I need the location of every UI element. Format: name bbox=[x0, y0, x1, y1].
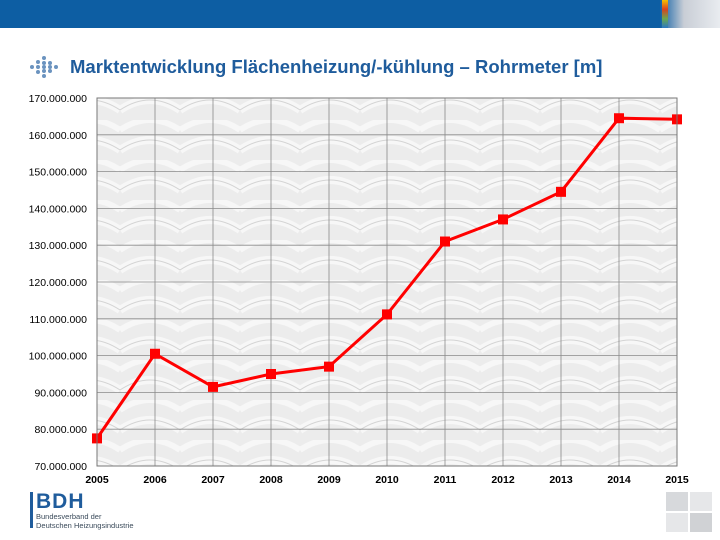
y-axis-ticks: 70.000.000 80.000.000 90.000.000 100.000.00… bbox=[29, 93, 88, 473]
logo-name: BDH bbox=[36, 490, 85, 513]
y-tick-label: 110.000.000 bbox=[29, 314, 87, 326]
data-point-marker bbox=[266, 369, 276, 379]
y-tick-label: 140.000.000 bbox=[29, 203, 88, 215]
x-tick-label: 2014 bbox=[607, 474, 631, 486]
y-tick-label: 130.000.000 bbox=[29, 240, 88, 252]
x-tick-label: 2006 bbox=[143, 474, 167, 486]
logo-subtitle-line1: Bundesverband der bbox=[36, 512, 102, 521]
title-row: Marktentwicklung Flächenheizung/-kühlung… bbox=[28, 52, 602, 82]
y-tick-label: 150.000.000 bbox=[29, 167, 88, 179]
header-decoration bbox=[660, 0, 720, 28]
header-bar bbox=[0, 0, 720, 28]
x-tick-label: 2008 bbox=[259, 474, 283, 486]
data-point-marker bbox=[556, 186, 566, 197]
data-point-marker bbox=[440, 236, 450, 247]
page-title: Marktentwicklung Flächenheizung/-kühlung… bbox=[70, 56, 603, 77]
data-point-marker bbox=[324, 361, 334, 372]
y-tick-label: 70.000.000 bbox=[34, 461, 87, 473]
corner-decoration bbox=[666, 492, 712, 532]
logo-subtitle: Bundesverband der Deutschen Heizungsindu… bbox=[36, 512, 146, 530]
dots-arrow-icon bbox=[30, 56, 58, 78]
plot-frame bbox=[96, 97, 678, 467]
data-point-marker bbox=[498, 214, 508, 225]
y-tick-label: 80.000.000 bbox=[34, 424, 87, 436]
x-tick-label: 2015 bbox=[665, 474, 689, 486]
x-tick-label: 2012 bbox=[491, 474, 515, 486]
y-tick-label: 170.000.000 bbox=[29, 93, 88, 105]
x-tick-label: 2007 bbox=[201, 474, 225, 486]
data-point-marker bbox=[382, 309, 392, 320]
logo-subtitle-line2: Deutschen Heizungsindustrie bbox=[36, 521, 134, 530]
x-tick-label: 2009 bbox=[317, 474, 341, 486]
line-chart: 70.000.000 80.000.000 90.000.000 100.000.00… bbox=[29, 93, 689, 486]
x-tick-label: 2010 bbox=[375, 474, 399, 486]
x-axis-ticks: 2005 2006 2007 2008 2009 2010 2011 2012 2013 2014… bbox=[85, 474, 689, 486]
x-tick-label: 2011 bbox=[434, 474, 457, 486]
bdh-logo-mark bbox=[30, 492, 33, 528]
data-point-marker bbox=[614, 113, 624, 124]
y-tick-label: 160.000.000 bbox=[29, 130, 88, 142]
y-tick-label: 90.000.000 bbox=[34, 387, 87, 399]
x-tick-label: 2013 bbox=[549, 474, 573, 486]
y-tick-label: 120.000.000 bbox=[29, 277, 88, 289]
data-point-marker bbox=[208, 381, 218, 392]
data-point-marker bbox=[150, 348, 160, 359]
color-stripe bbox=[662, 0, 668, 28]
x-tick-label: 2005 bbox=[85, 474, 109, 486]
y-tick-label: 100.000.000 bbox=[29, 351, 88, 363]
